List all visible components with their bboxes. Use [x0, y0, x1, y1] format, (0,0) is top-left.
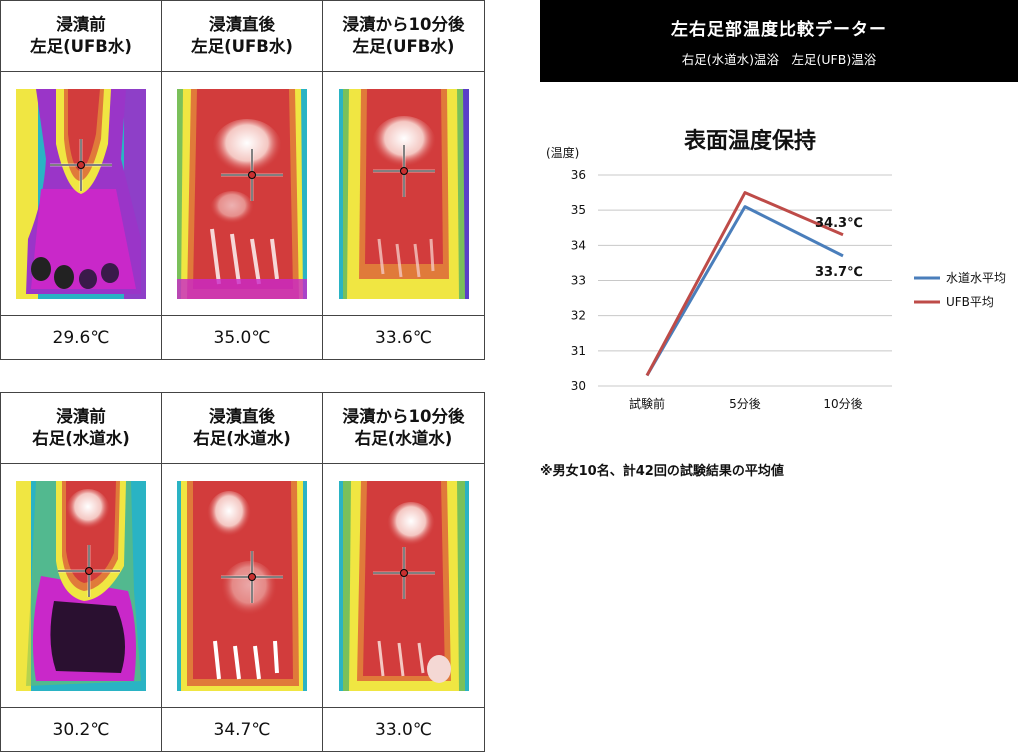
- temperature-row: 29.6℃ 35.0℃ 33.6℃: [1, 316, 484, 359]
- temperature-value: 34.7℃: [162, 708, 323, 751]
- footnote: ※男女10名、計42回の試験結果の平均値: [540, 464, 784, 479]
- header-cell-before: 浸漬前 左足(UFB水): [1, 1, 162, 71]
- x-tick-label: 5分後: [729, 397, 761, 411]
- header-line1: 浸漬から10分後: [342, 407, 465, 426]
- y-tick-label: 33: [571, 274, 586, 288]
- temperature-line-chart: 表面温度保持 (温度) 30 31 32 33 34 35 36 試験前 5分後 10分後 33…: [546, 128, 1006, 411]
- y-tick-label: 31: [571, 344, 586, 358]
- thermal-image-cell: [1, 72, 162, 315]
- temperature-value: 29.6℃: [1, 316, 162, 359]
- y-tick-label: 30: [571, 379, 586, 393]
- comparison-banner: 左右足部温度比較データー 右足(水道水)温浴 左足(UFB)温浴: [540, 0, 1018, 82]
- thermal-image-cell: [323, 464, 484, 707]
- x-tick-label: 試験前: [629, 396, 665, 411]
- end-value-label: 34.3℃: [815, 216, 863, 231]
- y-tick-labels: 30 31 32 33 34 35 36: [571, 168, 586, 393]
- header-cell-before: 浸漬前 右足(水道水): [1, 393, 162, 463]
- y-tick-label: 32: [571, 309, 586, 323]
- x-tick-label: 10分後: [823, 397, 862, 411]
- image-row: [1, 72, 484, 316]
- x-tick-labels: 試験前 5分後 10分後: [629, 396, 863, 411]
- image-row: [1, 464, 484, 708]
- end-labels: 33.7℃ 34.3℃: [815, 216, 863, 280]
- chart-title: 表面温度保持: [684, 128, 816, 154]
- legend-label: UFB平均: [946, 295, 994, 309]
- thermal-image-cell: [323, 72, 484, 315]
- header-line2: 右足(水道水): [354, 429, 453, 448]
- thermal-foot-image: [16, 480, 146, 691]
- header-line1: 浸漬直後: [209, 15, 275, 34]
- y-tick-label: 36: [571, 168, 586, 182]
- header-line1: 浸漬前: [56, 407, 106, 426]
- header-cell-immediately: 浸漬直後 右足(水道水): [162, 393, 323, 463]
- header-line2: 左足(UFB水): [191, 37, 293, 56]
- header-line2: 左足(UFB水): [30, 37, 132, 56]
- header-line1: 浸漬直後: [209, 407, 275, 426]
- thermal-foot-image: [338, 480, 469, 691]
- thermal-foot-image: [177, 88, 307, 299]
- legend-label: 水道水平均: [946, 271, 1006, 285]
- thermal-image-cell: [162, 72, 323, 315]
- header-line1: 浸漬から10分後: [342, 15, 465, 34]
- header-cell-immediately: 浸漬直後 左足(UFB水): [162, 1, 323, 71]
- temperature-value: 35.0℃: [162, 316, 323, 359]
- thermal-image-cell: [1, 464, 162, 707]
- header-line1: 浸漬前: [56, 15, 106, 34]
- thermal-foot-image: [16, 88, 146, 299]
- temperature-value: 33.0℃: [375, 719, 432, 740]
- thermal-image-cell: [162, 464, 323, 707]
- end-value-label: 33.7℃: [815, 265, 863, 280]
- series-line: [645, 205, 844, 377]
- temperature-value: 33.6℃: [375, 327, 432, 348]
- ufb-thermal-table: 浸漬前 左足(UFB水) 浸漬直後 左足(UFB水) 浸漬から10分後 左足(U…: [0, 0, 485, 360]
- header-line2: 左足(UFB水): [352, 37, 455, 56]
- series-lines: [645, 191, 844, 377]
- series-line: [645, 191, 844, 377]
- y-tick-label: 34: [571, 238, 586, 252]
- banner-title: 左右足部温度比較データー: [671, 19, 887, 40]
- chart-grid: [598, 174, 892, 387]
- header-row: 浸漬前 左足(UFB水) 浸漬直後 左足(UFB水) 浸漬から10分後 左足(U…: [1, 1, 484, 72]
- y-tick-label: 35: [571, 203, 586, 217]
- chart-legend: 水道水平均 UFB平均: [914, 271, 1006, 309]
- header-row: 浸漬前 右足(水道水) 浸漬直後 右足(水道水) 浸漬から10分後 右足(水道水…: [1, 393, 484, 464]
- header-line2: 右足(水道水): [32, 429, 130, 448]
- header-line2: 右足(水道水): [193, 429, 291, 448]
- header-cell-10min: 浸漬から10分後 右足(水道水): [323, 393, 484, 463]
- thermal-foot-image: [338, 88, 469, 299]
- temperature-value: 30.2℃: [1, 708, 162, 751]
- temperature-row: 30.2℃ 34.7℃ 33.0℃: [1, 708, 484, 751]
- header-cell-10min: 浸漬から10分後 左足(UFB水): [323, 1, 484, 71]
- banner-subtitle: 右足(水道水)温浴 左足(UFB)温浴: [681, 51, 877, 67]
- y-axis-label: (温度): [546, 145, 579, 160]
- thermal-foot-image: [177, 480, 307, 691]
- tapwater-thermal-table: 浸漬前 右足(水道水) 浸漬直後 右足(水道水) 浸漬から10分後 右足(水道水…: [0, 392, 485, 752]
